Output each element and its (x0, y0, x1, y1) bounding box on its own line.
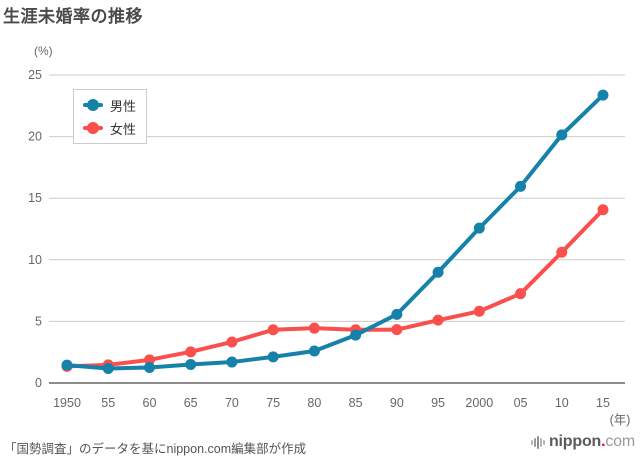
legend-item-male: 男性 (83, 97, 137, 114)
x-tick-label: 90 (390, 396, 404, 410)
series-female-point (267, 324, 279, 336)
legend-label: 男性 (110, 98, 137, 114)
series-female-point (226, 336, 238, 348)
series-male-point (308, 345, 320, 357)
y-tick-label: 10 (28, 253, 42, 267)
x-tick-label: 2000 (465, 396, 493, 410)
x-tick-label: 95 (431, 396, 445, 410)
x-tick-label: 1950 (53, 396, 81, 410)
legend-item-female: 女性 (83, 120, 137, 137)
series-female-point (473, 305, 485, 317)
page-title: 生涯未婚率の推移 (3, 7, 143, 26)
x-tick-label: 75 (266, 396, 280, 410)
male-series-marker-icon (83, 97, 103, 113)
x-tick-label: 05 (514, 396, 528, 410)
series-male-point (597, 89, 609, 101)
series-female-point (556, 246, 568, 258)
legend-label: 女性 (110, 121, 137, 137)
series-female-point (432, 314, 444, 326)
series-male-point (473, 222, 485, 234)
series-female-point (391, 324, 403, 336)
y-tick-label: 20 (28, 130, 42, 144)
series-male-point (102, 362, 114, 374)
y-axis-unit-label: (%) (34, 44, 53, 58)
series-female-line (65, 207, 605, 369)
series-male-line (65, 93, 605, 371)
series-female-point (185, 346, 197, 358)
series-male-point (515, 180, 527, 192)
x-tick-label: 65 (184, 396, 198, 410)
x-tick-label: 70 (225, 396, 239, 410)
y-tick-label: 25 (28, 68, 42, 82)
y-tick-label: 15 (28, 191, 42, 205)
female-series-marker-icon (83, 120, 103, 136)
x-tick-label: 15 (596, 396, 610, 410)
series-female-point (308, 322, 320, 334)
x-axis-unit-label: (年) (610, 413, 631, 427)
nippon-logo-bars-icon (530, 434, 545, 450)
nippon-com-logo: nippon.com (530, 433, 635, 451)
series-male-point (350, 329, 362, 341)
x-tick-label: 85 (349, 396, 363, 410)
x-tick-label: 80 (307, 396, 321, 410)
y-tick-label: 0 (35, 376, 42, 390)
x-tick-label: 60 (143, 396, 157, 410)
series-male-point (432, 266, 444, 278)
y-tick-label: 5 (35, 314, 42, 328)
series-male-point (226, 356, 238, 368)
series-male-point (143, 361, 155, 373)
series-male-point (391, 308, 403, 320)
series-male-point (185, 359, 197, 371)
x-tick-label: 55 (101, 396, 115, 410)
chart-legend: 男性 女性 (73, 89, 147, 144)
source-note: 「国勢調査」のデータを基にnippon.com編集部が作成 (4, 442, 307, 456)
series-female-point (515, 288, 527, 300)
series-male-point (61, 359, 73, 371)
x-tick-label: 10 (555, 396, 569, 410)
series-female-point (143, 354, 155, 366)
nippon-logo-text: nippon.com (548, 433, 635, 450)
series-male-point (556, 129, 568, 141)
series-male-point (267, 351, 279, 363)
series-female-point (597, 204, 609, 216)
